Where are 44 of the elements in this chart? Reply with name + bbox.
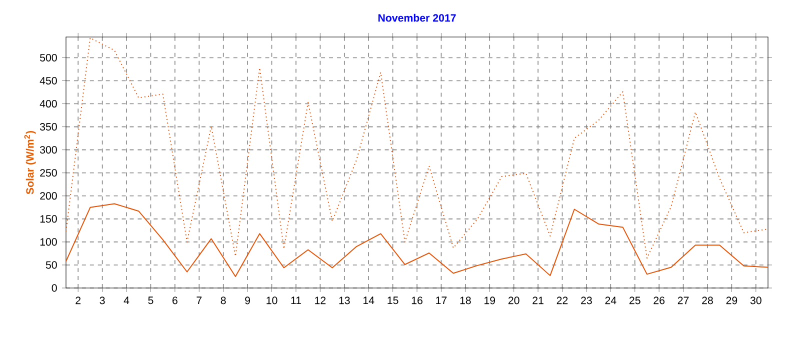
x-tick-label: 3: [100, 296, 105, 304]
y-tick-label: 250: [40, 169, 57, 177]
y-tick-label: 50: [46, 261, 57, 269]
x-tick-label: 10: [266, 296, 278, 304]
x-tick-label: 5: [148, 296, 154, 304]
x-tick-label: 29: [726, 296, 738, 304]
x-tick-label: 17: [436, 296, 447, 304]
x-tick-label: 30: [750, 296, 762, 304]
x-tick-label: 6: [172, 296, 178, 304]
x-tick-label: 8: [220, 296, 226, 304]
y-tick-label: 100: [40, 238, 57, 246]
x-tick-label: 18: [460, 296, 471, 304]
x-tick-label: 11: [291, 296, 301, 304]
y-tick-label: 350: [40, 123, 57, 131]
chart-title: November 2017: [378, 14, 456, 22]
y-tick-label: 150: [40, 215, 57, 223]
x-tick-label: 7: [196, 296, 202, 304]
y-tick-label: 300: [40, 146, 57, 154]
x-tick-label: 28: [702, 296, 713, 304]
x-tick-label: 12: [315, 296, 326, 304]
x-tick-label: 25: [630, 296, 640, 304]
x-tick-label: 4: [124, 296, 130, 304]
x-tick-label: 14: [363, 296, 374, 304]
x-tick-label: 19: [484, 296, 496, 304]
x-tick-label: 13: [339, 296, 350, 304]
x-tick-label: 2: [76, 296, 81, 304]
x-tick-label: 15: [388, 296, 398, 304]
x-tick-label: 27: [678, 296, 689, 304]
y-tick-label: 0: [52, 284, 57, 292]
x-tick-label: 22: [556, 296, 568, 304]
x-tick-label: 24: [605, 296, 616, 304]
y-tick-label: 500: [40, 54, 57, 62]
line-series: [66, 203, 768, 277]
x-tick-label: 23: [581, 296, 592, 304]
x-tick-label: 16: [412, 296, 422, 304]
y-axis-title: Solar (W/m$^{2}$): [24, 130, 36, 194]
x-tick-label: 9: [245, 296, 250, 304]
x-tick-label: 21: [532, 296, 544, 304]
y-tick-label: 450: [40, 76, 57, 85]
x-tick-label: 20: [508, 296, 520, 304]
x-tick-label: 26: [654, 296, 665, 304]
line-series: [66, 37, 768, 259]
y-tick-label: 400: [40, 100, 57, 108]
y-tick-label: 200: [40, 192, 57, 200]
